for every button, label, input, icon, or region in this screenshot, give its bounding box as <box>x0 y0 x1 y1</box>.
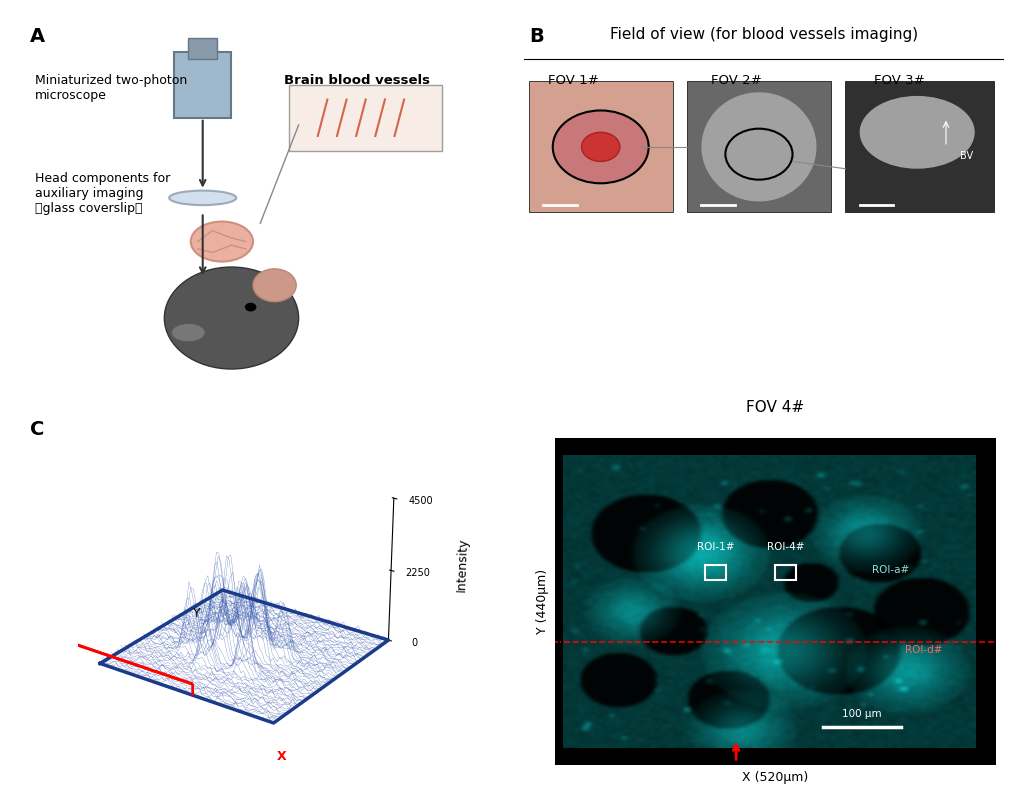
Bar <box>188 38 217 59</box>
Text: FOV 4#: FOV 4# <box>746 400 805 415</box>
Text: ROI-4#: ROI-4# <box>767 542 804 552</box>
Bar <box>687 81 830 212</box>
Text: BV: BV <box>961 151 974 160</box>
Ellipse shape <box>172 323 205 342</box>
Text: Miniaturized two-photon
microscope: Miniaturized two-photon microscope <box>35 74 187 102</box>
Circle shape <box>553 110 648 183</box>
Text: FOV 2#: FOV 2# <box>711 74 762 87</box>
Text: A: A <box>30 27 45 46</box>
Ellipse shape <box>701 92 816 201</box>
Text: FOV 1#: FOV 1# <box>548 74 599 87</box>
Text: Head components for
auxiliary imaging
（glass coverslip）: Head components for auxiliary imaging （g… <box>35 172 170 215</box>
Bar <box>174 52 231 118</box>
Bar <box>528 81 673 212</box>
Circle shape <box>253 269 296 301</box>
Circle shape <box>164 267 299 369</box>
Y-axis label: Y (440μm): Y (440μm) <box>537 569 549 634</box>
X-axis label: X (520μm): X (520μm) <box>742 771 808 784</box>
Ellipse shape <box>169 191 237 205</box>
Text: FOV 3#: FOV 3# <box>874 74 925 87</box>
Text: Field of view (for blood vessels imaging): Field of view (for blood vessels imaging… <box>609 27 918 42</box>
Bar <box>706 565 726 579</box>
Circle shape <box>245 303 256 312</box>
Text: C: C <box>30 420 44 439</box>
Text: ROI-1#: ROI-1# <box>696 542 734 552</box>
Text: Brain blood vessels: Brain blood vessels <box>285 74 430 87</box>
Bar <box>845 81 994 212</box>
Circle shape <box>582 133 620 162</box>
Ellipse shape <box>860 96 975 169</box>
Text: ROI-a#: ROI-a# <box>872 565 909 575</box>
Text: B: B <box>528 27 544 46</box>
Ellipse shape <box>190 222 253 262</box>
Bar <box>289 85 442 151</box>
Bar <box>775 565 796 579</box>
Text: 100 μm: 100 μm <box>842 709 882 719</box>
Text: ROI-d#: ROI-d# <box>905 645 942 656</box>
